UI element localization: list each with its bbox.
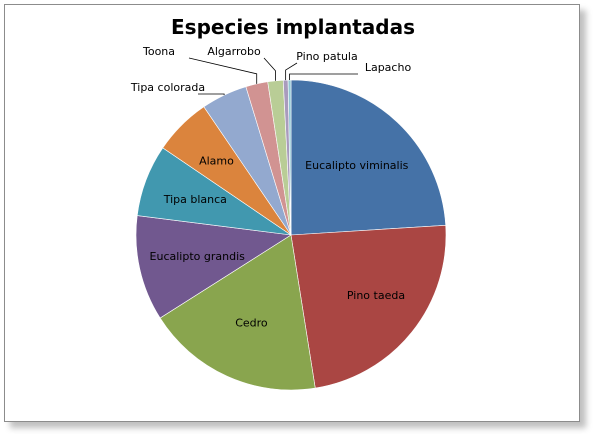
- pie-slice-0: [290, 79, 447, 236]
- slice-label-4: Tipa blanca: [163, 193, 227, 206]
- leader-line-9: [285, 62, 298, 81]
- slice-label-6: Tipa colorada: [130, 81, 205, 94]
- slice-label-9: Pino patula: [296, 50, 357, 63]
- leader-line-8: [263, 57, 276, 81]
- slice-label-0: Eucalipto viminalis: [305, 159, 409, 172]
- leader-line-6: [198, 93, 225, 96]
- chart-title: Especies implantadas: [171, 15, 415, 39]
- leader-line-7: [188, 57, 258, 84]
- slice-label-8: Algarrobo: [207, 45, 261, 58]
- pie-slice-2: [159, 234, 316, 391]
- slice-label-10: Lapacho: [365, 61, 412, 74]
- slice-label-5: Alamo: [199, 154, 234, 167]
- slice-label-3: Eucalipto grandis: [150, 250, 246, 263]
- leader-line-10: [289, 73, 358, 81]
- slice-label-2: Cedro: [235, 317, 268, 330]
- pie-slice-1: [290, 224, 447, 389]
- slice-label-7: Toona: [142, 45, 175, 58]
- pie-slice-3: [135, 215, 292, 319]
- slice-label-1: Pino taeda: [347, 289, 405, 302]
